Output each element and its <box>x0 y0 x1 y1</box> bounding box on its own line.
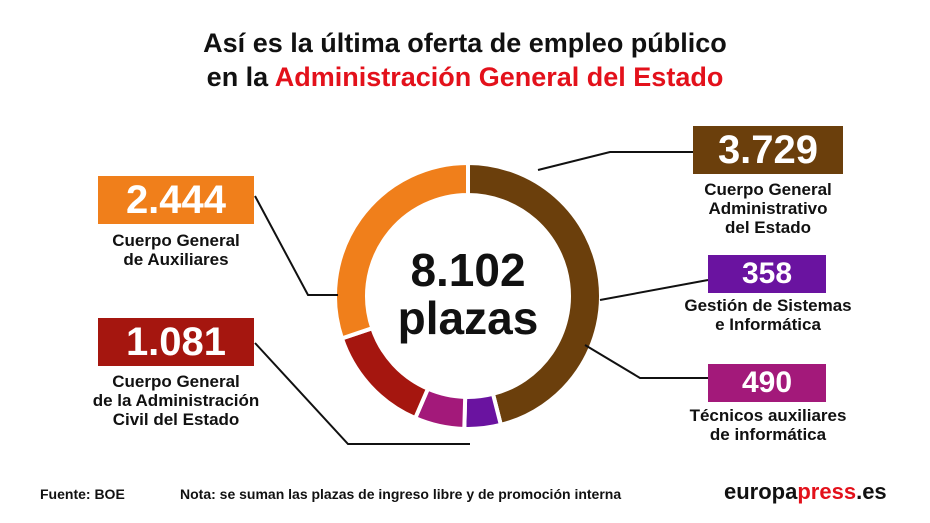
title-line-1: Así es la última oferta de empleo públic… <box>203 28 727 58</box>
label-civil-line2: de la Administración <box>92 391 260 410</box>
label-civil-line1: Cuerpo General <box>112 372 240 391</box>
footer-note: Nota: se suman las plazas de ingreso lib… <box>180 486 622 502</box>
label-sistemas: Gestión de Sistemas e Informática <box>660 296 876 334</box>
badge-civil: 1.081 <box>98 318 254 366</box>
label-tecnicos-line2: de informática <box>709 425 827 444</box>
leader-lines <box>254 151 709 445</box>
label-administrativo-line3: del Estado <box>725 218 811 237</box>
label-auxiliares-line2: de Auxiliares <box>123 250 229 269</box>
donut-slice-0 <box>466 160 603 428</box>
label-auxiliares-line1: Cuerpo General <box>112 231 240 250</box>
label-administrativo: Cuerpo General Administrativo del Estado <box>660 180 876 237</box>
leader-line-administrativo <box>537 151 693 171</box>
leader-line-sistemas <box>599 279 709 301</box>
brand-suffix: .es <box>856 479 887 504</box>
donut-center-total: 8.102 plazas <box>368 246 568 342</box>
footer-source: Fuente: BOE <box>40 486 125 502</box>
badge-tecnicos: 490 <box>708 364 826 402</box>
title-line-2-prefix: en la <box>206 62 275 92</box>
badge-sistemas: 358 <box>708 255 826 293</box>
label-auxiliares: Cuerpo General de Auxiliares <box>66 231 286 269</box>
title-line-2: en la Administración General del Estado <box>0 60 930 94</box>
label-administrativo-line1: Cuerpo General <box>704 180 832 199</box>
label-civil: Cuerpo General de la Administración Civi… <box>66 372 286 429</box>
badge-auxiliares: 2.444 <box>98 176 254 224</box>
donut-slice-1 <box>462 391 504 431</box>
total-value: 8.102 <box>410 244 526 296</box>
label-administrativo-line2: Administrativo <box>708 199 828 218</box>
donut-slice-4 <box>333 160 470 341</box>
leader-line-auxiliares <box>254 195 338 296</box>
brand-prefix: europa <box>724 479 798 504</box>
chart-title: Así es la última oferta de empleo públic… <box>0 26 930 94</box>
leader-line-tecnicos <box>584 344 708 379</box>
badge-administrativo: 3.729 <box>693 126 843 174</box>
label-tecnicos: Técnicos auxiliares de informática <box>660 406 876 444</box>
brand-accent: press <box>797 479 857 504</box>
label-sistemas-line2: e Informática <box>715 315 821 334</box>
brand-logo: europapress.es <box>724 479 887 505</box>
donut-slices <box>333 160 603 432</box>
label-tecnicos-line1: Técnicos auxiliares <box>689 406 847 425</box>
label-sistemas-line1: Gestión de Sistemas <box>684 296 852 315</box>
leader-line-civil <box>254 342 470 445</box>
total-unit: plazas <box>397 292 539 344</box>
label-civil-line3: Civil del Estado <box>112 410 240 429</box>
title-line-2-accent: Administración General del Estado <box>274 62 724 92</box>
